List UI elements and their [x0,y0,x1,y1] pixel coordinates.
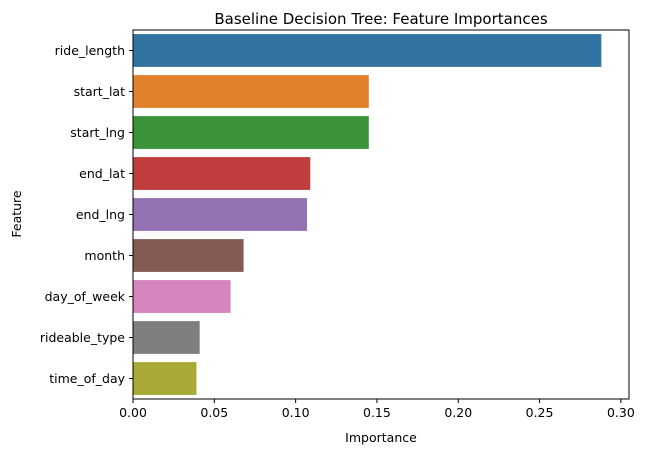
y-tick-label: time_of_day [49,371,125,386]
x-tick-label: 0.30 [607,405,635,420]
x-tick-label: 0.05 [200,405,228,420]
y-tick-label: end_lng [76,207,125,222]
x-tick-label: 0.25 [526,405,554,420]
y-tick-label: ride_length [55,43,125,58]
x-tick-label: 0.10 [282,405,310,420]
x-tick-label: 0.20 [444,405,472,420]
bar-day_of_week [133,280,231,313]
x-axis-title: Importance [345,430,417,445]
chart-title: Baseline Decision Tree: Feature Importan… [214,10,547,28]
y-ticks-group: ride_length start_lat start_lng end_lat end_… [40,43,133,386]
bar-end_lng [133,198,308,231]
bar-time_of_day [133,362,197,395]
x-tick-label: 0.15 [363,405,391,420]
y-axis-title: Feature [9,190,24,238]
y-tick-label: day_of_week [45,289,126,304]
y-tick-label: month [84,248,125,263]
bar-start_lat [133,75,369,108]
y-tick-label: start_lat [74,84,125,99]
bars-group [133,34,602,395]
y-tick-label: rideable_type [40,330,125,345]
plot-frame [132,29,630,400]
bar-end_lat [133,157,311,190]
y-tick-label: start_lng [70,125,125,140]
bar-rideable_type [133,321,200,354]
bar-month [133,239,244,272]
bar-start_lng [133,116,369,149]
bar-ride_length [133,34,602,67]
y-tick-label: end_lat [79,166,125,181]
x-tick-label: 0.00 [119,405,147,420]
x-ticks-group: 0.00 0.05 0.10 0.15 0.20 0.25 0.30 [119,399,635,420]
